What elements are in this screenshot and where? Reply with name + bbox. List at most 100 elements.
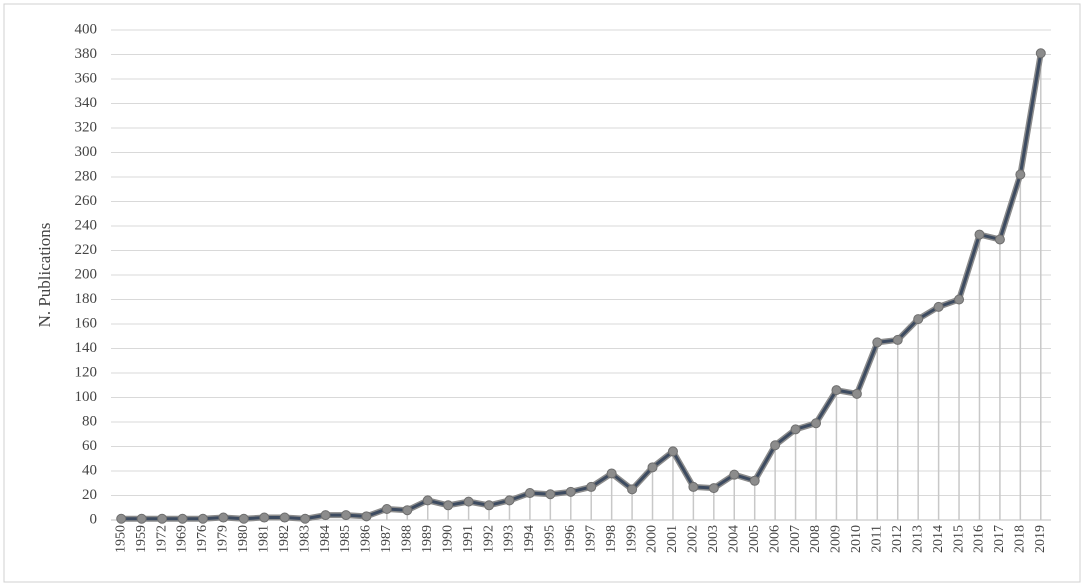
y-tick-label: 60 (82, 438, 97, 454)
y-tick-label: 40 (82, 462, 97, 478)
marker (279, 512, 290, 523)
line (121, 53, 1043, 521)
y-axis-label: N. Publications (35, 223, 54, 328)
marker (422, 495, 433, 506)
y-tick-label: 0 (90, 511, 98, 527)
marker (341, 510, 351, 521)
x-tick-label: 2007 (788, 525, 803, 553)
y-tick-label: 260 (75, 193, 98, 209)
marker (892, 334, 903, 345)
marker (913, 314, 924, 325)
y-tick-label: 300 (75, 144, 98, 160)
x-tick-label: 2005 (747, 525, 762, 553)
marker (933, 301, 944, 312)
x-tick-label: 1992 (481, 525, 496, 553)
x-tick-label: 1987 (379, 525, 394, 553)
x-tick-label: 2014 (931, 525, 946, 553)
x-tick-label: 1997 (583, 525, 598, 553)
x-tick-label: 1989 (420, 525, 435, 553)
x-tick-label: 1976 (195, 525, 210, 553)
y-tick-label: 80 (82, 413, 97, 429)
marker (238, 513, 249, 524)
marker (136, 513, 147, 524)
x-tick-label: 1990 (440, 525, 455, 553)
x-tick-label: 1999 (624, 525, 639, 553)
y-tick-label: 140 (75, 340, 98, 356)
marker (402, 505, 413, 516)
x-tick-label: 1959 (134, 525, 149, 553)
marker (545, 489, 556, 500)
marker (811, 418, 821, 429)
x-tick-label: 2003 (706, 525, 721, 553)
y-tick-label: 400 (75, 21, 98, 37)
x-tick-label: 1969 (175, 525, 190, 553)
x-tick-label: 1993 (502, 525, 517, 553)
x-tick-label: 1972 (154, 525, 169, 553)
marker (259, 512, 270, 523)
x-tick-label: 1995 (543, 525, 558, 553)
x-tick-label: 2016 (972, 525, 987, 553)
x-tick-label: 1950 (113, 525, 128, 553)
marker (586, 481, 597, 492)
y-tick-label: 20 (82, 487, 97, 503)
x-tick-label: 2017 (992, 525, 1007, 553)
x-tick-label: 1983 (297, 525, 312, 553)
x-tick-label: 1984 (318, 525, 333, 553)
marker (218, 512, 229, 523)
marker (627, 484, 638, 495)
y-tick-label: 360 (75, 70, 98, 86)
marker (177, 513, 188, 524)
x-tick-label: 2002 (686, 525, 701, 553)
x-tick-label: 1991 (461, 525, 476, 553)
marker (749, 475, 760, 486)
y-tick-label: 240 (75, 217, 98, 233)
marker (770, 440, 781, 451)
marker (994, 234, 1005, 245)
marker (300, 513, 311, 524)
y-tick-label: 180 (75, 291, 98, 307)
marker (954, 294, 965, 305)
marker (443, 500, 454, 511)
y-tick-label: 280 (75, 168, 98, 184)
y-tick-label: 120 (75, 364, 98, 380)
x-tick-label: 2006 (767, 525, 782, 553)
marker (463, 496, 474, 507)
y-tick-label: 200 (75, 266, 98, 282)
x-tick-label: 1981 (256, 525, 271, 553)
chart-border (3, 3, 1081, 583)
marker (831, 385, 842, 396)
x-tick-label: 1980 (236, 525, 251, 553)
x-tick-label: 1986 (359, 525, 374, 553)
x-tick-label: 2012 (890, 525, 905, 553)
marker (361, 511, 372, 522)
x-tick-label: 2000 (645, 525, 660, 553)
marker (524, 488, 535, 499)
marker (606, 468, 617, 479)
marker (1015, 169, 1026, 180)
marker (790, 424, 801, 435)
x-tick-label: 1979 (216, 525, 231, 553)
x-tick-label: 1998 (604, 525, 619, 553)
marker (381, 503, 392, 514)
x-tick-label: 1996 (563, 525, 578, 553)
x-tick-label: 2004 (726, 525, 741, 553)
marker (320, 510, 331, 521)
marker (504, 495, 515, 506)
marker (157, 513, 168, 524)
marker (197, 513, 208, 524)
x-tick-label: 2018 (1013, 525, 1028, 553)
x-tick-label: 2011 (870, 525, 885, 552)
x-tick-label: 2015 (951, 525, 966, 553)
marker (688, 481, 699, 492)
x-tick-label: 1988 (400, 525, 415, 553)
marker (647, 462, 658, 473)
marker (1035, 48, 1046, 59)
x-tick-label: 1985 (338, 525, 353, 553)
x-tick-label: 2010 (849, 525, 864, 553)
marker (667, 446, 678, 457)
x-tick-label: 2009 (829, 525, 844, 553)
marker (974, 229, 985, 240)
x-tick-label: 2013 (910, 525, 925, 553)
